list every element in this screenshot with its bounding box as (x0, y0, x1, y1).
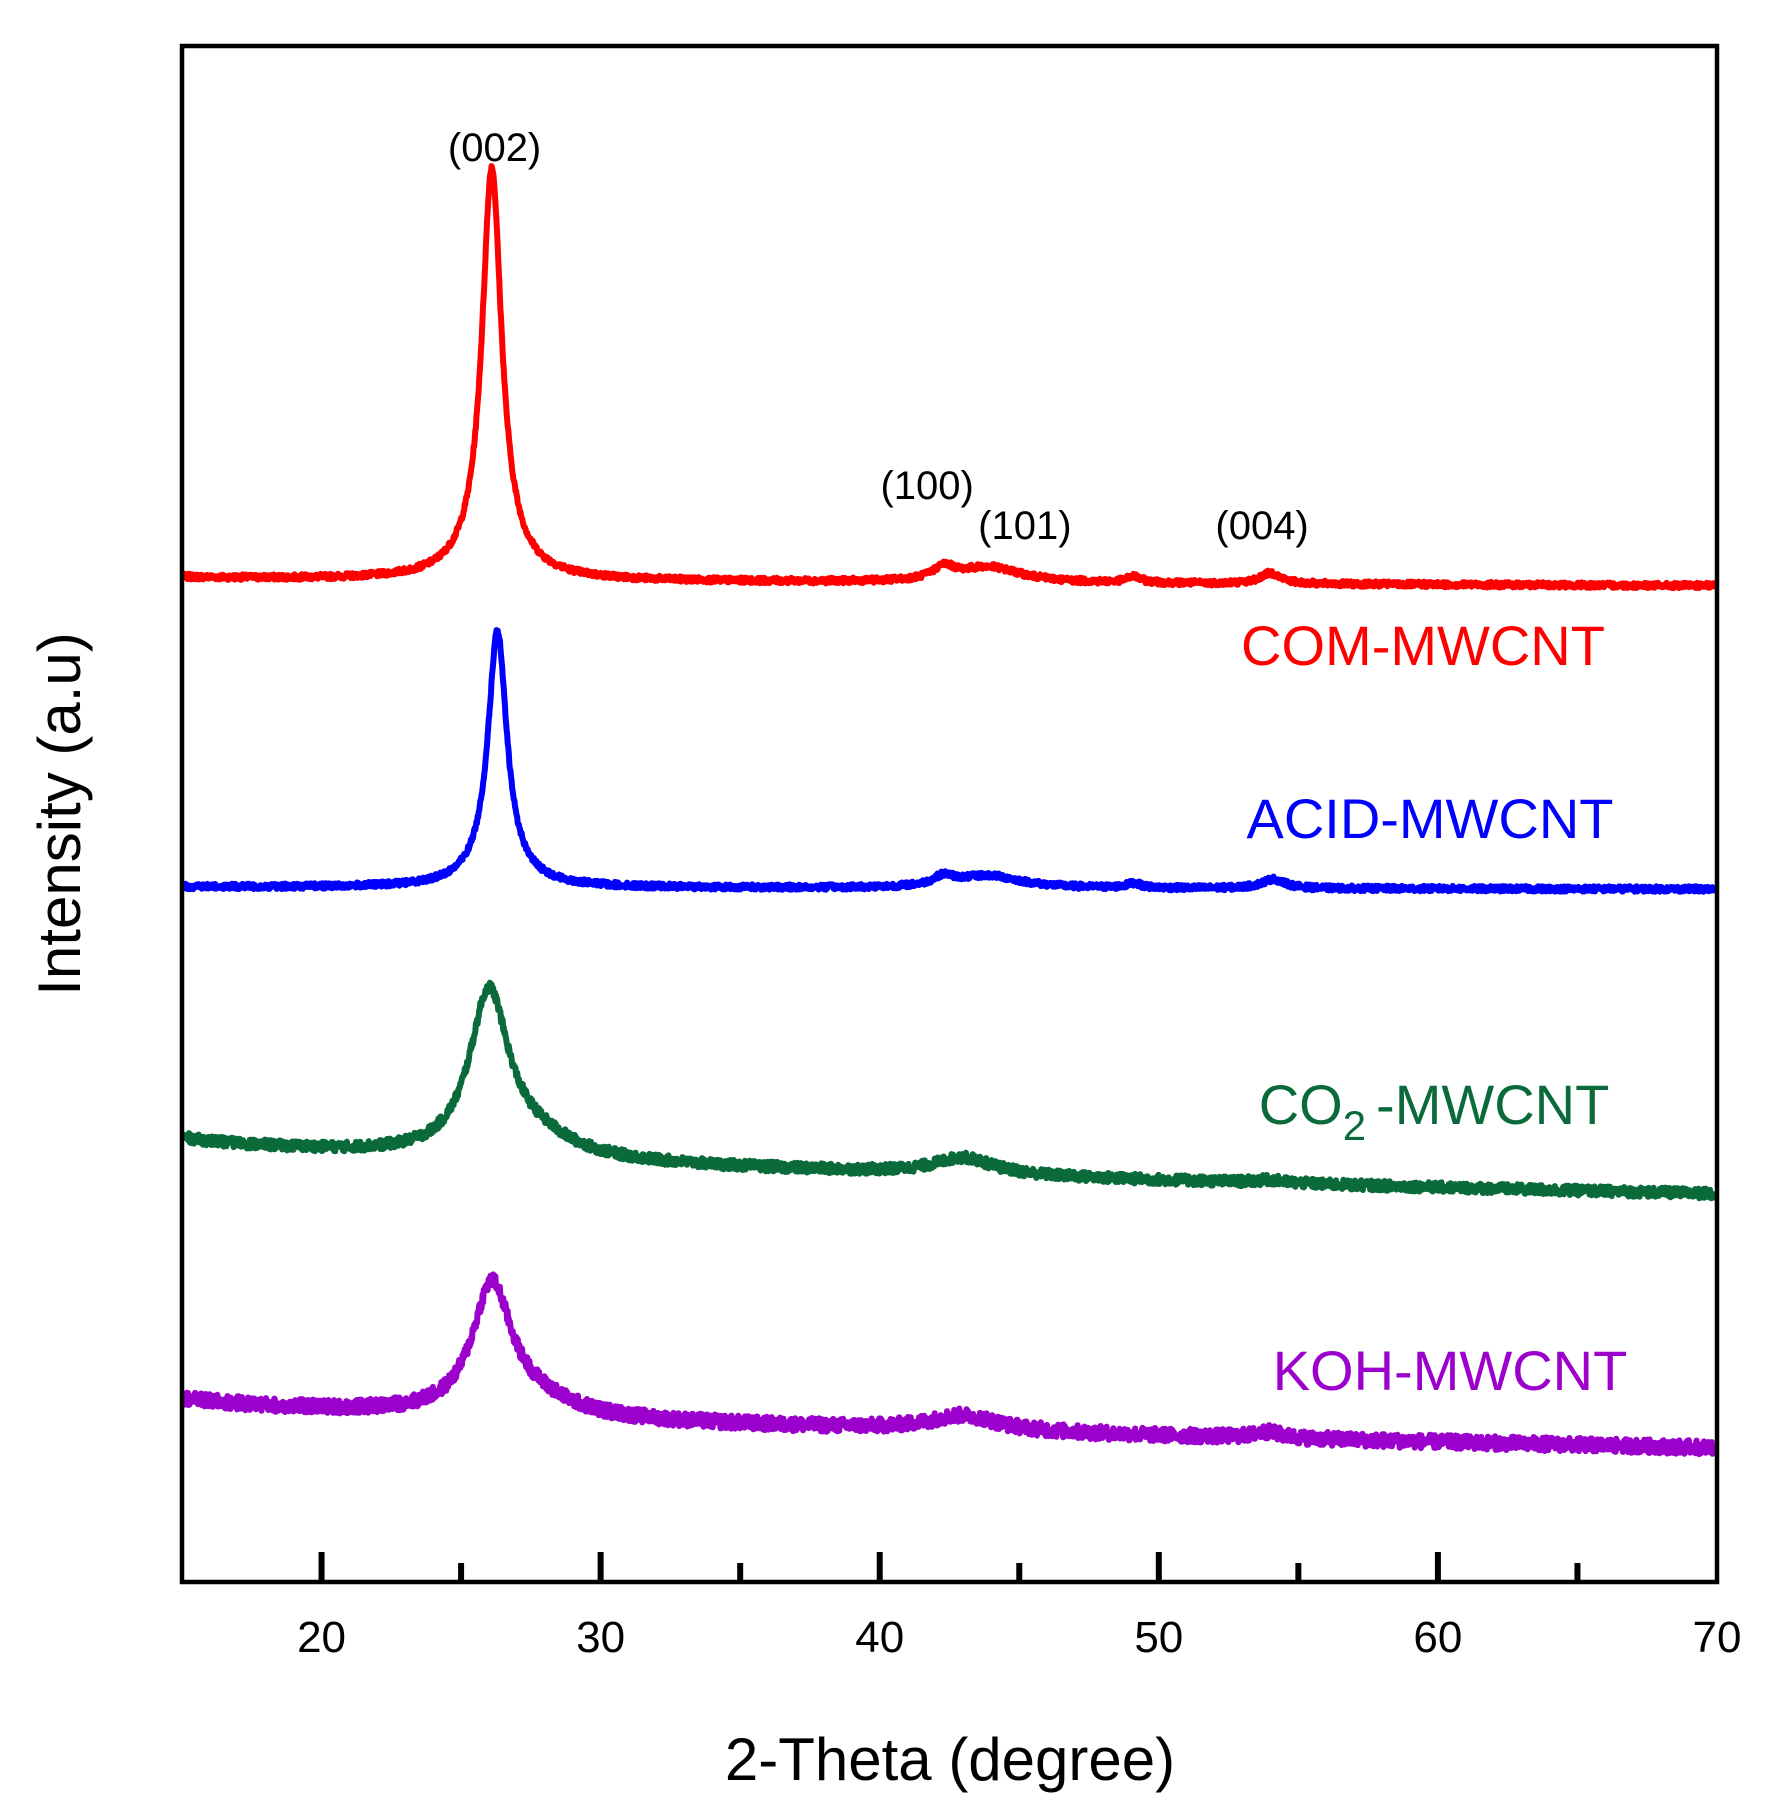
annotation-layer: (002) (100)(101) (004) (448, 126, 1309, 548)
x-tick-label: 20 (297, 1613, 346, 1662)
series-label-main: CO (1259, 1073, 1343, 1136)
x-tick-label: 60 (1413, 1613, 1462, 1662)
series-label-koh-mwcnt: KOH-MWCNT (1273, 1339, 1628, 1402)
series-label-suffix: -MWCNT (1376, 1073, 1609, 1136)
series-label-acid-mwcnt: ACID-MWCNT (1246, 787, 1613, 850)
series-label-main: KOH-MWCNT (1273, 1339, 1628, 1402)
y-axis-title: Intensity (a.u) (26, 632, 93, 996)
peak-annotation: (004) (1215, 504, 1308, 548)
series-label-layer: COM-MWCNT ACID-MWCNT CO2 -MWCNT KOH-MWCNT (1241, 614, 1627, 1402)
peak-annotation: (101) (978, 504, 1071, 548)
x-tick-label: 40 (855, 1613, 904, 1662)
series-line-co2-mwcnt (179, 979, 1717, 1202)
x-axis-title: 2-Theta (degree) (725, 1726, 1175, 1793)
x-tick-label: 50 (1134, 1613, 1183, 1662)
series-layer (179, 163, 1717, 1458)
x-tick-label: 70 (1693, 1613, 1742, 1662)
series-label-subscript: 2 (1343, 1102, 1366, 1149)
series-line-acid-mwcnt (179, 627, 1717, 895)
tick-layer (318, 1552, 1581, 1582)
series-label-com-mwcnt: COM-MWCNT (1241, 614, 1605, 677)
series-label-main: COM-MWCNT (1241, 614, 1605, 677)
peak-annotation: (100) (880, 464, 973, 508)
plot-frame (179, 43, 1720, 1585)
series-label-co2-mwcnt: CO2 -MWCNT (1259, 1073, 1610, 1149)
peak-annotation: (002) (448, 126, 541, 170)
tick-label-layer: 20 30 40 50 60 70 (297, 1613, 1741, 1662)
series-label-main: ACID-MWCNT (1246, 787, 1613, 850)
series-line-koh-mwcnt (179, 1271, 1717, 1458)
series-line-com-mwcnt (179, 163, 1717, 592)
x-tick-label: 30 (576, 1613, 625, 1662)
